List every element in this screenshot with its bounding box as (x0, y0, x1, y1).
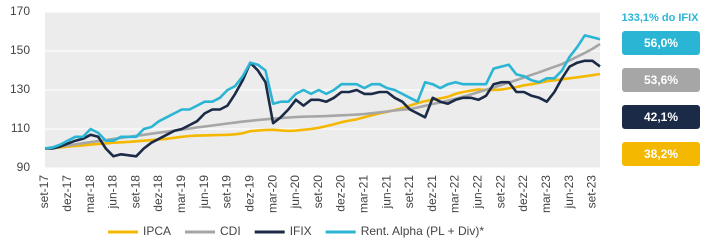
series-line (44, 72, 601, 150)
legend-label: IFIX (290, 224, 312, 238)
x-tick-label: dez-17 (60, 175, 74, 212)
annotation: 133,1% do IFIX (621, 12, 699, 24)
x-tick-label: jun-18 (106, 175, 120, 210)
x-tick-label: dez-19 (242, 175, 256, 212)
x-tick-label: set-21 (402, 175, 416, 209)
x-tick-label: dez-18 (151, 175, 165, 212)
x-tick-label: jun-21 (379, 175, 393, 210)
x-tick-label: jun-20 (288, 175, 302, 210)
end-label: 42,1% (644, 110, 678, 124)
x-tick-label: set-22 (493, 175, 507, 209)
x-tick-label: set-18 (128, 175, 142, 209)
legend-label: IPCA (143, 224, 171, 238)
x-tick-label: dez-20 (334, 175, 348, 212)
end-label: 38,2% (644, 147, 678, 161)
end-label-box (622, 105, 700, 129)
legend-label: CDI (220, 224, 241, 238)
x-tick-label: mar-19 (174, 175, 188, 213)
x-tick-label: set-19 (220, 175, 234, 209)
x-tick-label: set-20 (311, 175, 325, 209)
y-tick-label: 90 (17, 160, 31, 174)
end-label-box (622, 68, 700, 92)
x-tick-label: mar-21 (356, 175, 370, 213)
x-tick-label: jun-22 (471, 175, 485, 210)
x-tick-label: jun-23 (562, 175, 576, 210)
end-label: 53,6% (644, 73, 678, 87)
x-tick-label: dez-22 (516, 175, 530, 212)
x-tick-label: dez-21 (425, 175, 439, 212)
end-label: 56,0% (644, 36, 678, 50)
x-tick-label: mar-20 (265, 175, 279, 213)
x-tick-label: set-17 (37, 175, 51, 209)
y-tick-label: 170 (10, 4, 30, 18)
x-tick-label: mar-22 (448, 175, 462, 213)
legend-label: Rent. Alpha (PL + Div)* (361, 224, 485, 238)
end-label-box (622, 31, 700, 55)
x-tick-label: set-23 (585, 175, 599, 209)
end-label-box (622, 142, 700, 166)
series-line (45, 59, 601, 158)
y-tick-label: 150 (10, 43, 30, 57)
x-tick-label: mar-18 (83, 175, 97, 213)
x-tick-label: jun-19 (197, 175, 211, 210)
x-tick-label: mar-23 (539, 175, 553, 213)
series-line (44, 34, 601, 150)
y-tick-label: 110 (11, 121, 30, 135)
y-tick-label: 130 (10, 82, 30, 96)
